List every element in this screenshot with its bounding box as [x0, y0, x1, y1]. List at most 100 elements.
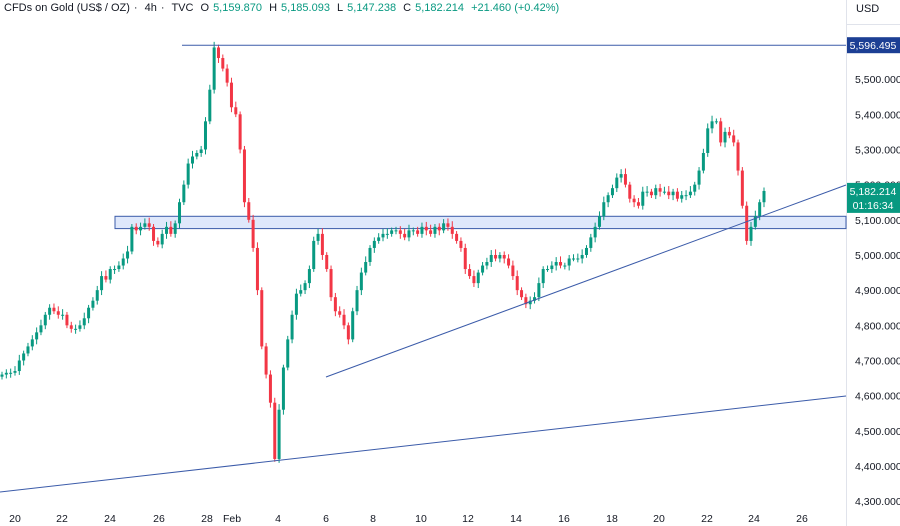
candle-body — [364, 262, 368, 273]
interval[interactable]: 4h — [144, 2, 157, 14]
candle-body — [615, 177, 619, 189]
currency-separator — [846, 24, 900, 25]
candle-body — [13, 371, 17, 373]
close-label: C — [403, 2, 412, 14]
currency-label[interactable]: USD — [856, 3, 880, 15]
candle-body — [169, 226, 173, 234]
candle-body — [654, 188, 658, 196]
candle-body — [403, 233, 407, 238]
candle-body — [108, 269, 112, 280]
y-tick-label: 5,000.000 — [855, 250, 900, 262]
candle-body — [39, 325, 43, 333]
countdown-text: 01:16:34 — [853, 200, 894, 212]
candle-body — [199, 149, 203, 153]
candle-body — [329, 269, 333, 298]
candle-body — [30, 339, 34, 347]
candle-body — [52, 307, 56, 312]
candle-body — [91, 300, 95, 308]
candle-body — [714, 121, 718, 123]
candle-body — [550, 265, 554, 270]
candle-body — [658, 188, 662, 192]
candle-body — [446, 223, 450, 227]
candle-body — [758, 202, 762, 217]
x-tick-label: Feb — [223, 513, 241, 525]
candle-body — [494, 254, 498, 259]
candle-body — [4, 372, 8, 375]
current-price-text: 5,182.214 — [850, 186, 897, 198]
candle-body — [701, 152, 705, 171]
candle-body — [675, 191, 679, 199]
candle-body — [719, 121, 723, 143]
candle-body — [546, 269, 550, 271]
candle-body — [641, 191, 645, 206]
candle-body — [216, 47, 220, 59]
chart-header: CFDs on Gold (US$ / OZ) · 4h · TVC O 5,159.… — [4, 2, 560, 14]
y-tick-label: 5,500.000 — [855, 74, 900, 86]
candle-body — [455, 233, 459, 241]
candle-body — [468, 269, 472, 277]
candle-body — [165, 226, 169, 234]
candle-body — [572, 258, 575, 260]
candle-body — [212, 47, 216, 90]
candle-body — [56, 311, 60, 315]
candle-body — [143, 223, 147, 227]
y-tick-label: 5,300.000 — [855, 144, 900, 156]
candle-body — [351, 311, 355, 340]
candle-body — [671, 191, 675, 196]
candle-body — [485, 262, 489, 266]
candle-body — [43, 314, 47, 326]
candle-body — [294, 293, 298, 315]
candle-body — [459, 240, 463, 248]
candle-body — [251, 219, 255, 248]
candle-body — [433, 226, 437, 234]
candle-body — [489, 254, 493, 263]
candle-body — [511, 265, 515, 277]
x-tick-label: 26 — [796, 513, 808, 525]
candle-body — [563, 265, 567, 267]
candle-body — [325, 254, 329, 270]
candle-body — [121, 258, 125, 266]
y-tick-label: 4,700.000 — [855, 355, 900, 367]
candle-body — [307, 269, 311, 284]
candle-body — [515, 276, 519, 291]
candle-body — [281, 367, 285, 410]
candle-body — [463, 247, 467, 270]
candle-body — [130, 226, 134, 252]
candle-body — [74, 328, 78, 330]
candle-body — [706, 128, 710, 153]
candle-body — [407, 230, 411, 238]
candle-body — [520, 290, 524, 298]
candle-body — [17, 360, 21, 372]
candle-body — [113, 269, 117, 271]
candle-body — [273, 402, 277, 459]
x-tick-label: 8 — [370, 513, 376, 525]
x-tick-label: 14 — [510, 513, 522, 525]
candle-body — [22, 353, 26, 361]
y-tick-label: 5,400.000 — [855, 109, 900, 121]
candle-body — [247, 202, 251, 220]
x-tick-label: 20 — [9, 513, 21, 525]
candle-body — [481, 265, 485, 273]
candle-body — [745, 205, 749, 241]
candle-body — [117, 265, 121, 270]
candle-body — [394, 230, 398, 232]
price-axis-border — [846, 0, 847, 526]
candle-body — [290, 314, 294, 340]
candle-body — [229, 82, 233, 108]
candle-body — [632, 198, 636, 203]
candle-body — [26, 346, 30, 354]
candle-body — [160, 233, 164, 245]
candle-body — [390, 230, 394, 234]
symbol-name[interactable]: CFDs on Gold (US$ / OZ) — [4, 2, 130, 14]
candle-body — [429, 230, 433, 234]
y-tick-label: 4,500.000 — [855, 426, 900, 438]
candle-body — [567, 258, 571, 266]
candle-body — [476, 272, 480, 284]
candle-body — [178, 202, 182, 224]
candle-body — [368, 247, 372, 263]
candle-body — [234, 107, 238, 115]
candle-body — [667, 191, 671, 196]
candle-body — [727, 131, 731, 136]
candle-body — [498, 254, 502, 259]
